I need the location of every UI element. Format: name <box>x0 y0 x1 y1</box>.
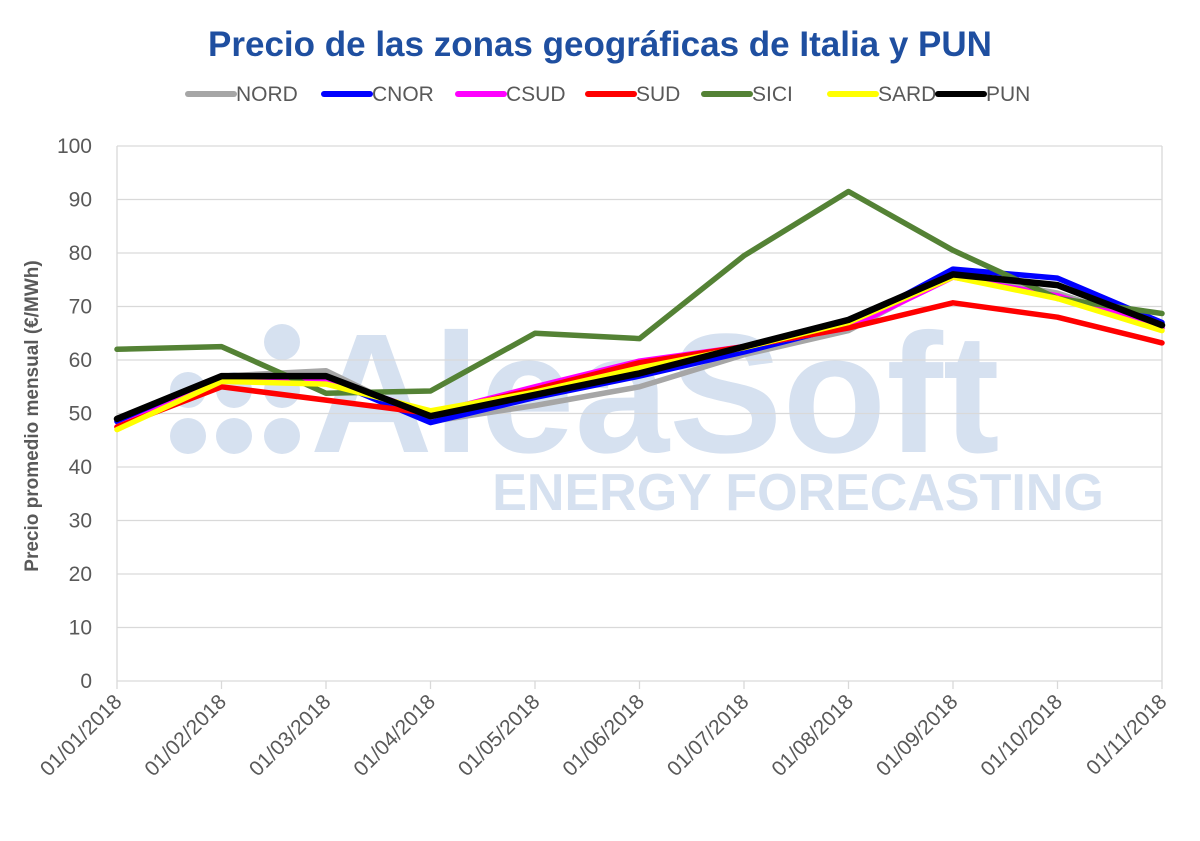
legend-label: SARD <box>878 83 936 106</box>
x-tick-label: 01/01/2018 <box>36 690 127 781</box>
y-tick-label: 40 <box>69 456 92 479</box>
x-axis: 01/01/2018 01/02/2018 01/03/2018 01/04/2018… <box>36 681 1172 781</box>
y-tick-label: 100 <box>57 135 92 158</box>
y-tick-label: 20 <box>69 563 92 586</box>
x-tick-label: 01/07/2018 <box>663 690 754 781</box>
x-tick-label: 01/06/2018 <box>558 690 649 781</box>
y-tick-label: 90 <box>69 189 92 212</box>
legend-item-sud: SUD <box>585 83 680 106</box>
gridlines <box>116 145 1163 682</box>
legend-label: PUN <box>986 83 1030 106</box>
legend-item-nord: NORD <box>185 83 298 106</box>
legend: NORD CNOR CSUD SUD SICI SARD PUN <box>185 83 1030 106</box>
series-line-pun <box>113 271 1166 423</box>
legend-label: CNOR <box>372 83 434 106</box>
chart-title: Precio de las zonas geográficas de Itali… <box>208 25 992 64</box>
legend-item-sici: SICI <box>701 83 793 106</box>
y-tick-label: 0 <box>80 670 92 693</box>
x-tick-label: 01/11/2018 <box>1082 690 1171 779</box>
legend-item-csud: CSUD <box>455 83 566 106</box>
y-tick-label: 60 <box>69 349 92 372</box>
x-tick-label: 01/09/2018 <box>872 690 963 781</box>
y-tick-label: 70 <box>69 296 92 319</box>
y-axis: 0 10 20 30 40 50 60 70 80 90 100 <box>57 135 92 693</box>
y-axis-label: Precio promedio mensual (€/MWh) <box>22 260 43 571</box>
legend-label: SICI <box>752 83 793 106</box>
y-tick-label: 10 <box>69 617 92 640</box>
x-tick-label: 01/03/2018 <box>245 690 336 781</box>
x-tick-label: 01/02/2018 <box>140 690 231 781</box>
series-line-sard <box>114 274 1165 433</box>
watermark-brand: AleaSoft <box>310 299 1000 489</box>
legend-item-cnor: CNOR <box>321 83 434 106</box>
y-tick-label: 50 <box>69 403 92 426</box>
watermark-logo: AleaSoft ENERGY FORECASTING <box>170 299 1104 522</box>
watermark-tagline: ENERGY FORECASTING <box>492 464 1104 522</box>
legend-item-pun: PUN <box>935 83 1030 106</box>
x-tick-label: 01/04/2018 <box>349 690 440 781</box>
y-tick-label: 80 <box>69 242 92 265</box>
series-layer <box>113 188 1166 433</box>
legend-item-sard: SARD <box>827 83 936 106</box>
x-tick-label: 01/08/2018 <box>767 690 858 781</box>
series-line-sud <box>114 300 1165 430</box>
y-tick-label: 30 <box>69 510 92 533</box>
legend-label: SUD <box>636 83 680 106</box>
x-tick-label: 01/10/2018 <box>976 690 1067 781</box>
legend-label: NORD <box>236 83 298 106</box>
legend-label: CSUD <box>506 83 566 106</box>
x-tick-label: 01/05/2018 <box>454 690 545 781</box>
